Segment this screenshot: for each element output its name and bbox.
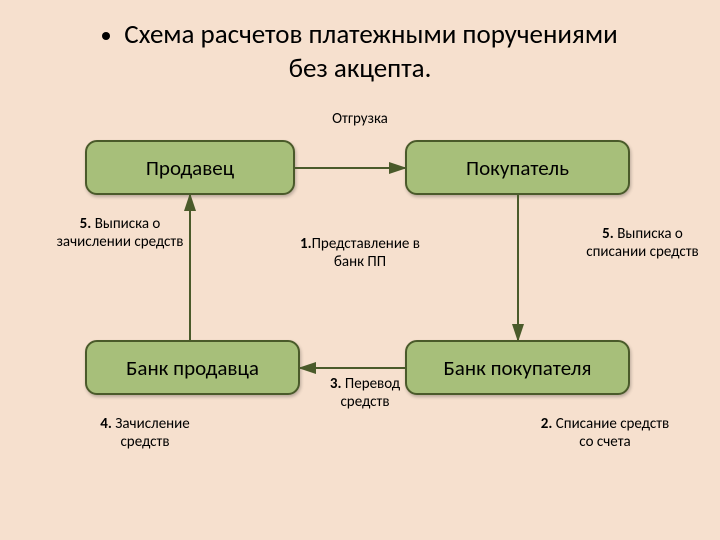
label-step-3: 3. Перевод средств: [310, 375, 420, 411]
label-step-5-right: 5. Выписка о списании средств: [580, 225, 705, 261]
diagram-canvas: Схема расчетов платежными поручениями бе…: [0, 0, 720, 540]
node-buyer-label: Покупатель: [466, 155, 569, 181]
label-shipment: Отгрузка: [300, 110, 420, 128]
node-seller-bank-label: Банк продавца: [126, 355, 259, 381]
label-step-2: 2. Списание средств со счета: [540, 415, 670, 451]
node-buyer-bank-label: Банк покупателя: [444, 355, 592, 381]
node-seller-label: Продавец: [146, 155, 234, 181]
title-line-1: Схема расчетов платежными поручениями: [124, 18, 617, 51]
title-bullet: [102, 32, 110, 40]
title-line-2: без акцепта.: [40, 52, 680, 86]
label-step-5-left: 5. Выписка о зачислении средств: [55, 215, 185, 251]
label-step-4: 4. Зачисление средств: [75, 415, 215, 451]
label-step-1: 1.Представление в банк ПП: [285, 235, 435, 271]
node-seller-bank: Банк продавца: [85, 340, 300, 395]
node-buyer-bank: Банк покупателя: [405, 340, 630, 395]
node-seller: Продавец: [85, 140, 295, 195]
node-buyer: Покупатель: [405, 140, 630, 195]
diagram-title: Схема расчетов платежными поручениями бе…: [40, 18, 680, 86]
